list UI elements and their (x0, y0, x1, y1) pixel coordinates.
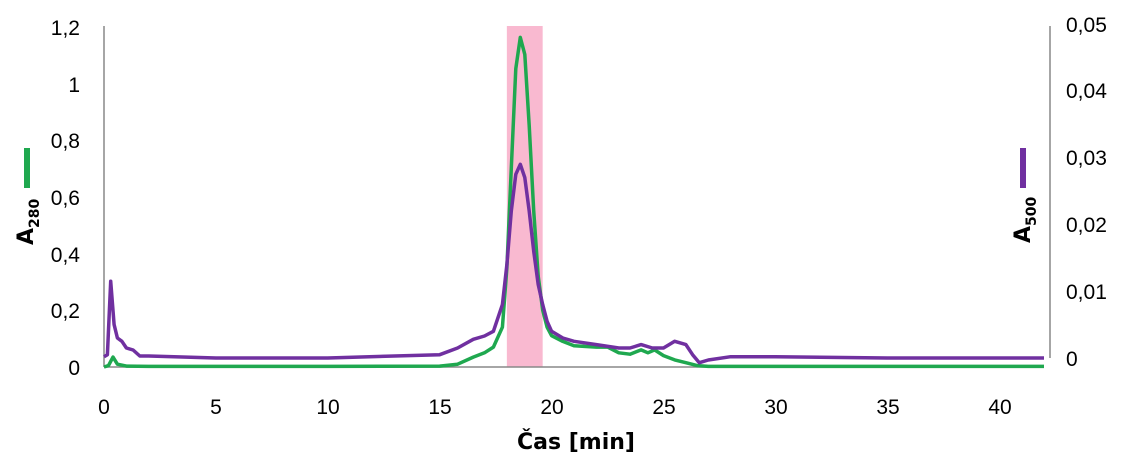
y-left-tick-label: 0,2 (51, 300, 80, 323)
y-right-tick-label: 0,02 (1066, 214, 1107, 237)
series-a280-line (103, 35, 1044, 369)
y-left-series-marker (24, 148, 30, 188)
x-tick-label: 5 (210, 396, 222, 419)
y-left-title-subscript: 280 (27, 198, 43, 227)
y-right-tick-label: 0,01 (1066, 281, 1107, 304)
right-axis-ticks: 0 0,01 0,02 0,03 0,04 0,05 (1066, 14, 1107, 371)
x-tick-label: 20 (540, 396, 563, 419)
svg-text:A280: A280 (14, 198, 43, 245)
y-right-title-subscript: 500 (1024, 196, 1040, 225)
y-left-title-base: A (14, 228, 39, 245)
y-left-tick-label: 1 (68, 74, 80, 97)
y-left-tick-label: 0,4 (51, 244, 81, 267)
y-right-tick-label: 0 (1066, 348, 1078, 371)
y-left-tick-label: 0,8 (51, 130, 80, 153)
y-right-tick-label: 0,03 (1066, 147, 1107, 170)
x-tick-label: 15 (428, 396, 451, 419)
y-left-axis-title: A280 (14, 198, 43, 245)
svg-text:A500: A500 (1011, 196, 1040, 243)
y-right-tick-label: 0,04 (1066, 80, 1107, 103)
x-tick-label: 35 (876, 396, 899, 419)
x-tick-label: 10 (316, 396, 339, 419)
y-right-tick-label: 0,05 (1066, 14, 1107, 37)
y-right-series-marker (1020, 148, 1026, 188)
y-left-tick-label: 0 (68, 357, 80, 380)
x-axis-title: Čas [min] (517, 429, 635, 455)
series-a500-line (103, 162, 1044, 365)
x-axis-ticks: 0 5 10 15 20 25 30 35 40 (98, 396, 1012, 419)
left-axis-ticks: 0 0,2 0,4 0,6 0,8 1 1,2 (51, 17, 81, 380)
y-left-tick-label: 0,6 (51, 187, 80, 210)
y-left-tick-label: 1,2 (51, 17, 80, 40)
y-right-title-base: A (1011, 226, 1036, 243)
x-tick-label: 40 (988, 396, 1011, 419)
x-tick-label: 25 (652, 396, 675, 419)
x-tick-label: 30 (764, 396, 787, 419)
x-tick-label: 0 (98, 396, 110, 419)
y-right-axis-title: A500 (1011, 196, 1040, 243)
